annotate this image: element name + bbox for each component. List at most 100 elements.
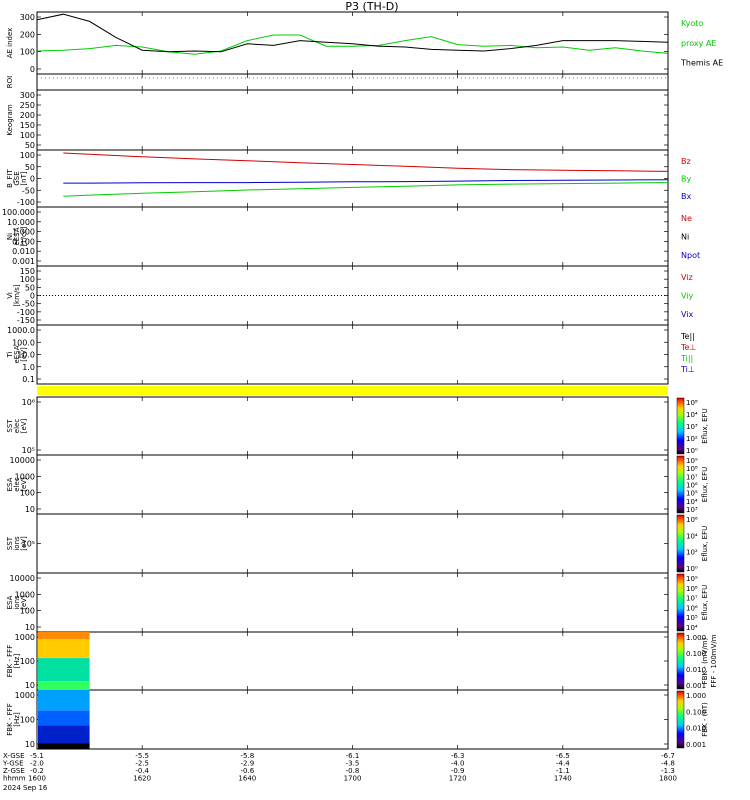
colorbar-tick-label: 10⁴ [686, 532, 698, 540]
y-tick-label: 10 [25, 740, 35, 749]
colorbar-tick-label: 0.010 [686, 666, 706, 674]
y-axis-label: ESA [6, 477, 14, 491]
legend-label: Ne [681, 214, 692, 223]
ti-frame [36, 324, 669, 385]
fbk_ffb-colorbar [676, 690, 685, 749]
y-axis-label: Vi [6, 292, 14, 299]
panel-fbk_ffb: 1000 100 10 FBK - FFF [Hz] 1.000 0.100 0.010 0.0… [6, 689, 709, 750]
series-themis-ae [36, 13, 669, 53]
y-tick-label: 50 [25, 141, 35, 150]
x-row-value: -0.6 [240, 767, 254, 775]
esa_e-frame [36, 454, 669, 515]
y-axis-label: AE index [6, 28, 14, 59]
x-row-value: -0.2 [30, 767, 44, 775]
y-tick-label: 10⁵ [22, 446, 35, 455]
y-axis-label: eESA [13, 345, 21, 363]
panel-bfit: 100 50 0 -50 -100 B_FIT GSE [nT] Bz By Bx [6, 149, 691, 208]
esa_e-colorbar [676, 455, 685, 514]
x-row-value: -1.3 [661, 767, 675, 775]
y-axis-label: Ni [6, 233, 14, 240]
y-axis-label: elec [13, 419, 21, 434]
fbk_ffe-colorbar [676, 632, 685, 690]
y-tick-label: 100 [20, 48, 35, 57]
y-axis-label: SST [6, 536, 14, 550]
colorbar-tick-label: 10⁵ [686, 614, 698, 622]
colorbar-tick-label: 10⁶ [686, 516, 698, 524]
y-tick-label: -50 [22, 186, 35, 195]
date-label: 2024 Sep 16 [3, 784, 48, 792]
series-bz [63, 152, 669, 172]
legend-label: Ti|| [680, 354, 693, 363]
keogram-frame [36, 89, 669, 151]
y-tick-label: 0 [30, 175, 35, 184]
legend-label: Ti⊥ [680, 365, 695, 374]
y-tick-label: 10 [25, 623, 35, 632]
y-tick-label: 100 [20, 151, 35, 160]
x-row-value: -6.1 [346, 752, 360, 760]
colorbar-tick-label: 0.100 [686, 650, 706, 658]
colorbar-tick-label: 0.001 [686, 682, 706, 690]
esa_i-frame [36, 572, 669, 633]
spectrogram-band [38, 632, 90, 639]
y-axis-label: [Hz] [13, 712, 21, 727]
colorbar-tick-label: 10⁶ [686, 482, 698, 490]
y-tick-label: 10⁵ [22, 540, 35, 549]
legend-label: Bx [681, 192, 691, 201]
colorbar-label: Eflux, EFU [701, 408, 709, 443]
legend-label: Te|| [680, 332, 695, 341]
x-row-value: -2.0 [30, 760, 44, 768]
x-row-value: 1700 [344, 775, 362, 783]
x-row-value: 1640 [238, 775, 256, 783]
y-tick-label: -100 [17, 198, 35, 207]
y-tick-label: 1000 [15, 472, 35, 481]
x-row-value: -6.3 [451, 752, 465, 760]
y-axis-label: [eV] [20, 595, 28, 610]
y-tick-label: 50 [25, 163, 35, 172]
colorbar-tick-label: 1.000 [686, 634, 706, 642]
y-tick-label: 1000 [15, 691, 35, 700]
y-tick-label: 1.0 [22, 363, 35, 372]
y-tick-label: 0.010 [12, 247, 35, 256]
sst_i-frame [36, 513, 669, 574]
colorbar-label-2: FFF - 100mV/m [710, 634, 718, 687]
legend-label: Bz [681, 157, 691, 166]
y-tick-label: 0.1 [22, 375, 35, 384]
y-axis-label: [1/cc] [20, 226, 28, 246]
y-tick-label: 100 [20, 275, 35, 284]
esa_i-colorbar [676, 573, 685, 632]
y-tick-label: 10⁶ [22, 398, 35, 407]
y-tick-label: 100 [20, 716, 35, 725]
legend-label: Te⊥ [680, 343, 696, 352]
y-tick-label: 50 [25, 283, 35, 292]
sst_e-frame [36, 396, 669, 456]
panel-fbk_ffe: 1000 100 10 FBK - FFF [Hz] 1.000 0.100 0.010 0.0… [6, 631, 718, 691]
y-tick-label: 1000.0 [7, 326, 35, 335]
y-axis-label: [km/s] [13, 284, 21, 307]
legend-label: Ni [681, 232, 689, 241]
colorbar-tick-label: 10⁷ [686, 473, 698, 481]
y-tick-label: 100.0 [12, 338, 35, 347]
x-row-value: 1740 [554, 775, 572, 783]
y-axis-label: [eV] [20, 418, 28, 433]
y-tick-label: 10.000 [7, 218, 35, 227]
spectrogram-band [38, 725, 90, 744]
colorbar-tick-label: 0.010 [686, 725, 706, 733]
y-axis-label: ions [13, 536, 21, 551]
x-row-value: -4.4 [556, 760, 570, 768]
bfit-frame [36, 149, 669, 208]
y-tick-label: 150 [20, 121, 35, 130]
x-row-label: hhmm [3, 775, 26, 783]
x-row-value: 1600 [28, 775, 46, 783]
x-row-value: -5.5 [135, 752, 149, 760]
y-axis-label: Keogram [6, 104, 14, 135]
y-axis-label: ESA [6, 595, 14, 609]
y-axis-label: SST [6, 419, 14, 433]
spectrogram-band [38, 638, 90, 659]
colorbar-tick-label: 10⁰ [686, 447, 698, 455]
plot-title: P3 (TH-D) [345, 0, 398, 13]
y-tick-label: 1.000 [12, 228, 35, 237]
